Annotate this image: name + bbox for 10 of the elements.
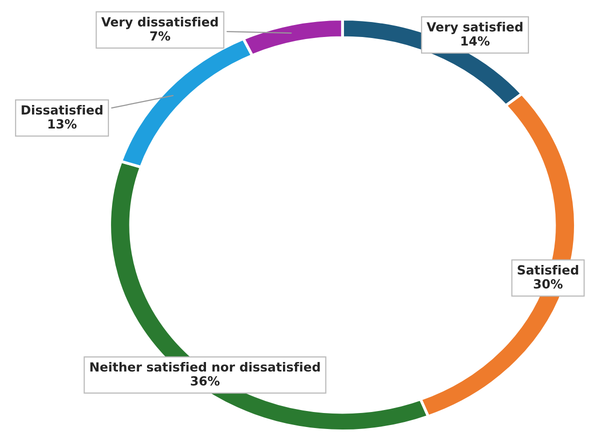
data-label: 30% <box>534 279 563 289</box>
slice-label: Very dissatisfied <box>101 16 218 30</box>
slice-label: Dissatisfied <box>22 104 102 115</box>
data-label: 13% <box>48 119 77 129</box>
data-label: 14% <box>461 36 490 46</box>
slice-label: Neither satisfied nor dissatisfied <box>90 362 320 372</box>
data-label: 36% <box>190 376 220 386</box>
slice-label: Satisfied <box>518 264 578 275</box>
data-label: 7% <box>150 31 170 41</box>
slice-label: Very satisfied <box>426 22 522 34</box>
